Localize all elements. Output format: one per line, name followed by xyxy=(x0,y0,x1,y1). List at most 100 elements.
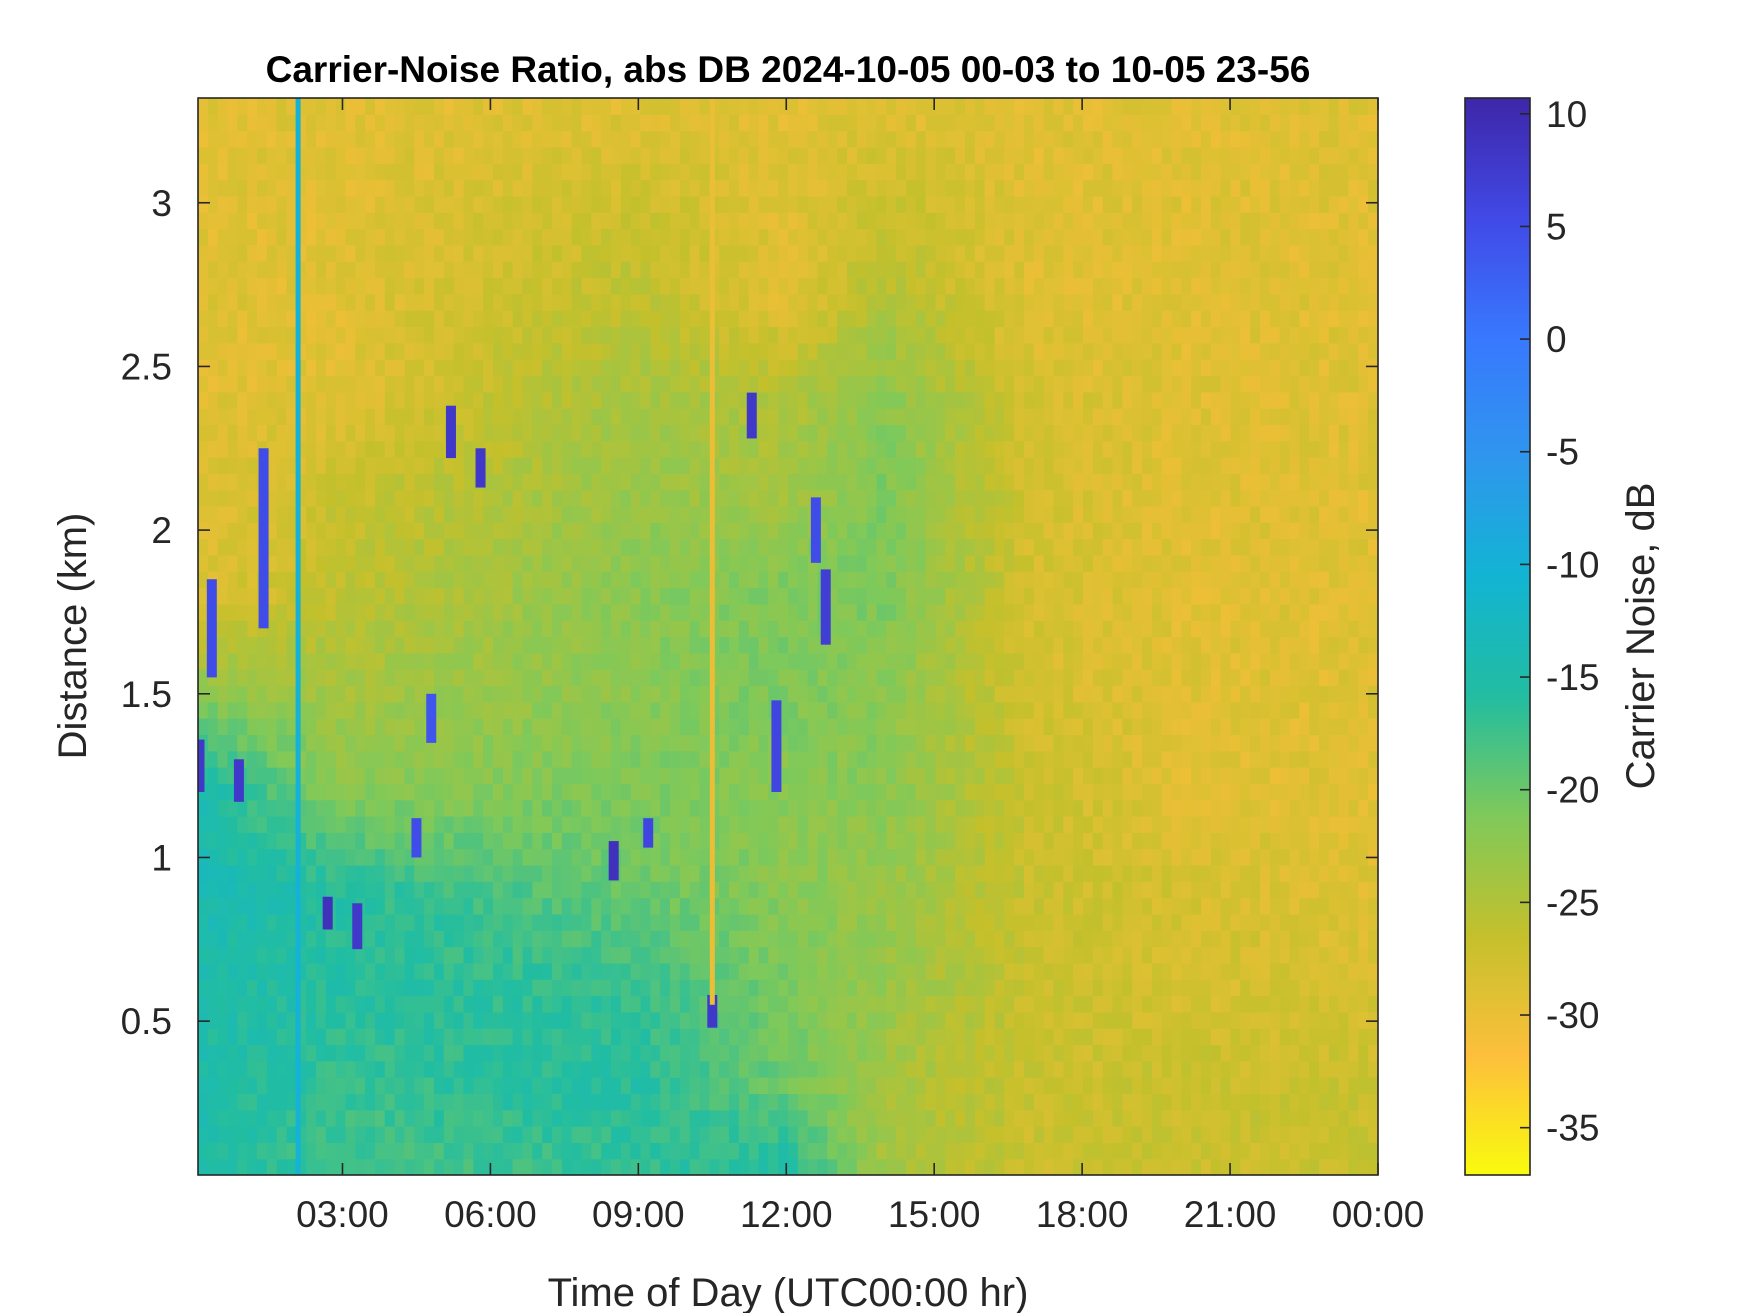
heatmap-cell xyxy=(316,375,327,393)
heatmap-cell xyxy=(581,864,592,882)
heatmap-cell xyxy=(384,799,396,817)
heatmap-cell xyxy=(237,701,248,719)
heatmap-cell xyxy=(404,505,415,523)
heatmap-cell xyxy=(365,1158,376,1175)
heatmap-cell xyxy=(325,114,337,132)
heatmap-cell xyxy=(866,930,878,948)
heatmap-cell xyxy=(453,212,465,230)
heatmap-cell xyxy=(758,163,769,181)
heatmap-cell xyxy=(807,636,819,654)
heatmap-cell xyxy=(729,620,740,638)
heatmap-cell xyxy=(463,848,474,866)
heatmap-cell xyxy=(325,1028,337,1046)
heatmap-cell xyxy=(512,293,524,311)
heatmap-cell xyxy=(375,212,386,230)
heatmap-cell xyxy=(502,913,514,931)
heatmap-cell xyxy=(571,146,583,164)
heatmap-cell xyxy=(788,995,799,1013)
heatmap-cell xyxy=(434,897,445,915)
heatmap-cell xyxy=(217,913,229,931)
heatmap-cell xyxy=(827,946,838,964)
heatmap-cell xyxy=(394,1044,406,1062)
heatmap-cell xyxy=(502,718,514,736)
heatmap-cell xyxy=(935,783,946,801)
heatmap-cell xyxy=(856,701,868,719)
heatmap-cell xyxy=(925,913,937,931)
heatmap-cell xyxy=(355,1011,366,1029)
heatmap-cell xyxy=(679,930,691,948)
heatmap-cell xyxy=(876,424,887,442)
heatmap-cell xyxy=(217,734,229,752)
heatmap-cell xyxy=(699,1011,710,1029)
heatmap-cell xyxy=(473,734,484,752)
heatmap-cell xyxy=(876,1060,887,1078)
heatmap-cell xyxy=(847,718,858,736)
heatmap-cell xyxy=(542,1158,553,1175)
heatmap-cell xyxy=(679,114,691,132)
heatmap-cell xyxy=(699,783,710,801)
heatmap-cell xyxy=(207,767,219,784)
heatmap-cell xyxy=(915,1109,927,1127)
heatmap-cell xyxy=(817,310,828,328)
heatmap-cell xyxy=(552,816,563,833)
heatmap-cell xyxy=(915,718,927,736)
heatmap-cell xyxy=(601,636,612,654)
heatmap-cell xyxy=(404,342,415,360)
heatmap-cell xyxy=(650,228,661,246)
heatmap-cell xyxy=(512,424,524,442)
heatmap-cell xyxy=(611,832,622,850)
heatmap-cell xyxy=(670,913,681,931)
heatmap-cell xyxy=(276,1093,288,1111)
heatmap-cell xyxy=(778,440,789,458)
heatmap-cell xyxy=(286,1109,297,1127)
heatmap-cell xyxy=(601,979,612,997)
heatmap-cell xyxy=(473,505,484,523)
heatmap-cell xyxy=(493,1109,504,1127)
heatmap-cell xyxy=(896,359,907,377)
heatmap-cell xyxy=(316,1028,327,1046)
heatmap-cell xyxy=(355,750,366,768)
heatmap-cell xyxy=(601,522,612,540)
heatmap-cell xyxy=(640,391,651,409)
heatmap-cell xyxy=(650,261,661,279)
heatmap-cell xyxy=(886,669,897,687)
heatmap-cell xyxy=(424,212,435,230)
heatmap-cell xyxy=(778,130,789,148)
heatmap-cell xyxy=(306,326,317,344)
heatmap-cell xyxy=(453,261,465,279)
heatmap-cell xyxy=(217,816,229,833)
heatmap-cell xyxy=(640,293,651,311)
heatmap-cell xyxy=(876,1109,887,1127)
heatmap-cell xyxy=(325,261,337,279)
heatmap-cell xyxy=(876,587,887,605)
heatmap-cell xyxy=(630,1093,642,1111)
heatmap-cell xyxy=(630,261,642,279)
heatmap-cell xyxy=(611,1044,622,1062)
heatmap-cell xyxy=(729,783,740,801)
heatmap-cell xyxy=(276,212,288,230)
heatmap-cell xyxy=(817,669,828,687)
heatmap-cell xyxy=(827,913,838,931)
heatmap-cell xyxy=(296,244,307,262)
heatmap-cell xyxy=(581,163,592,181)
heatmap-cell xyxy=(866,783,878,801)
heatmap-cell xyxy=(630,930,642,948)
heatmap-cell xyxy=(443,1044,455,1062)
heatmap-cell xyxy=(355,1060,366,1078)
heatmap-cell xyxy=(257,1158,268,1175)
heatmap-cell xyxy=(345,669,356,687)
heatmap-cell xyxy=(522,212,533,230)
heatmap-cell xyxy=(316,1142,327,1160)
heatmap-cell xyxy=(493,897,504,915)
heatmap-cell xyxy=(424,864,435,882)
heatmap-cell xyxy=(443,277,455,295)
heatmap-cell xyxy=(424,244,435,262)
heatmap-cell xyxy=(581,391,592,409)
heatmap-cell xyxy=(847,864,858,882)
heatmap-cell xyxy=(286,864,297,882)
heatmap-cell xyxy=(679,799,691,817)
heatmap-cell xyxy=(532,424,543,442)
heatmap-cell xyxy=(375,457,386,474)
heatmap-cell xyxy=(896,1011,907,1029)
heatmap-cell xyxy=(650,554,661,572)
